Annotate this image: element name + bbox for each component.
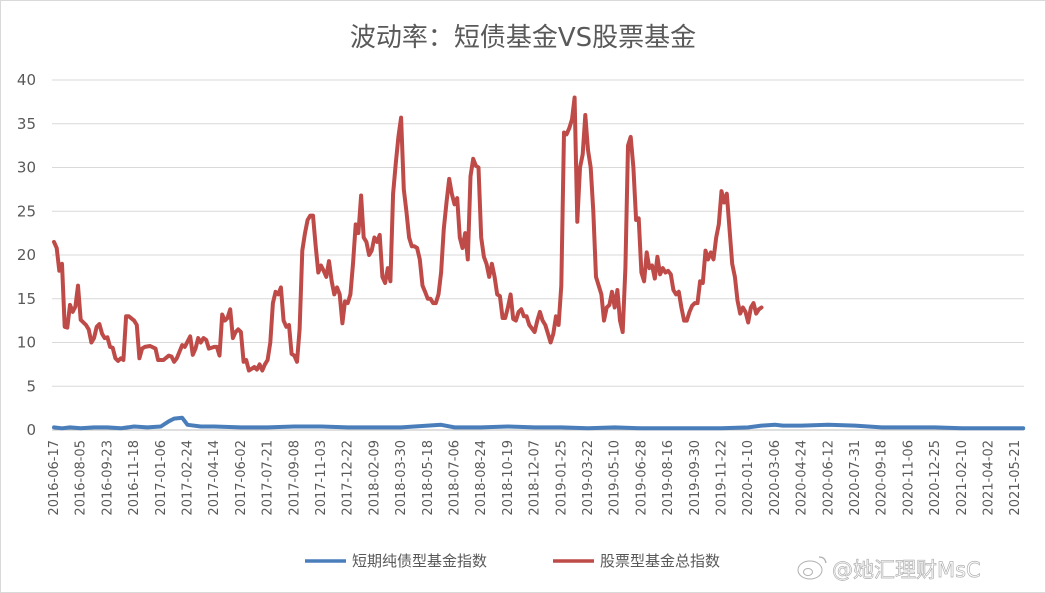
series-line-bond-fund — [52, 415, 1026, 431]
x-tick-label: 2019-09-30 — [688, 440, 703, 516]
x-tick-label: 2021-02-10 — [955, 440, 970, 516]
x-tick-label: 2019-08-16 — [661, 440, 676, 516]
watermark: @她汇理财MsC — [797, 556, 981, 582]
x-tick-label: 2016-06-17 — [47, 440, 62, 516]
series-line-stock-fund — [52, 95, 764, 373]
x-tick-label: 2018-07-06 — [448, 440, 463, 516]
legend-label-stock-fund: 股票型基金总指数 — [600, 552, 720, 570]
x-tick-label: 2019-01-25 — [554, 440, 569, 516]
x-tick-label: 2020-06-12 — [821, 440, 836, 516]
y-tick-label: 30 — [17, 159, 36, 177]
x-tick-label: 2017-09-08 — [287, 440, 302, 516]
x-tick-label: 2018-12-07 — [528, 440, 543, 516]
y-tick-label: 5 — [26, 377, 36, 395]
y-tick-label: 0 — [26, 421, 36, 439]
gridlines — [52, 79, 1024, 431]
x-tick-label: 2017-01-06 — [154, 440, 169, 516]
x-tick-label: 2020-04-24 — [795, 440, 810, 516]
y-tick-label: 35 — [17, 115, 36, 133]
x-tick-label: 2019-05-10 — [608, 440, 623, 516]
x-tick-label: 2020-09-18 — [875, 440, 890, 516]
x-tick-label: 2020-07-31 — [848, 440, 863, 516]
x-tick-label: 2016-11-18 — [127, 440, 142, 516]
x-tick-label: 2020-12-25 — [928, 440, 943, 516]
x-tick-label: 2017-11-03 — [314, 440, 329, 516]
x-tick-label: 2021-05-21 — [1008, 440, 1023, 516]
y-axis-ticks: 0 5 10 15 20 25 30 35 40 — [17, 71, 36, 439]
x-tick-label: 2016-09-23 — [100, 440, 115, 516]
x-tick-label: 2018-02-09 — [367, 440, 382, 516]
x-tick-label: 2020-11-06 — [901, 440, 916, 516]
y-tick-label: 25 — [17, 202, 36, 220]
watermark-text: @她汇理财MsC — [832, 558, 981, 582]
x-tick-label: 2017-07-21 — [261, 440, 276, 516]
x-tick-label: 2017-02-24 — [181, 440, 196, 516]
x-tick-label: 2019-06-28 — [634, 440, 649, 516]
x-tick-label: 2020-01-10 — [741, 440, 756, 516]
x-tick-label: 2020-03-06 — [768, 440, 783, 516]
y-tick-label: 20 — [17, 246, 36, 264]
x-tick-label: 2018-05-18 — [421, 440, 436, 516]
x-tick-label: 2021-04-02 — [982, 440, 997, 516]
y-tick-label: 10 — [17, 334, 36, 352]
x-tick-label: 2018-10-19 — [501, 440, 516, 516]
y-tick-label: 15 — [17, 290, 36, 308]
x-tick-label: 2018-03-30 — [394, 440, 409, 516]
series-lines — [52, 95, 1026, 431]
legend-label-bond-fund: 短期纯债型基金指数 — [352, 552, 487, 570]
x-tick-label: 2019-03-22 — [581, 440, 596, 516]
chart-title: 波动率：短债基金VS股票基金 — [350, 23, 696, 53]
y-tick-label: 40 — [17, 71, 36, 89]
x-tick-label: 2017-12-22 — [341, 440, 356, 516]
x-tick-label: 2016-08-05 — [74, 440, 89, 516]
x-tick-label: 2017-04-14 — [207, 440, 222, 516]
legend: 短期纯债型基金指数 股票型基金总指数 — [305, 552, 720, 570]
x-tick-label: 2019-11-22 — [715, 440, 730, 516]
weibo-logo-icon — [797, 556, 827, 580]
x-tick-label: 2018-08-24 — [474, 440, 489, 516]
x-tick-label: 2017-06-02 — [234, 440, 249, 516]
x-axis-ticks: 2016-06-17 2016-08-05 2016-09-23 2016-11-18… — [47, 440, 1023, 516]
